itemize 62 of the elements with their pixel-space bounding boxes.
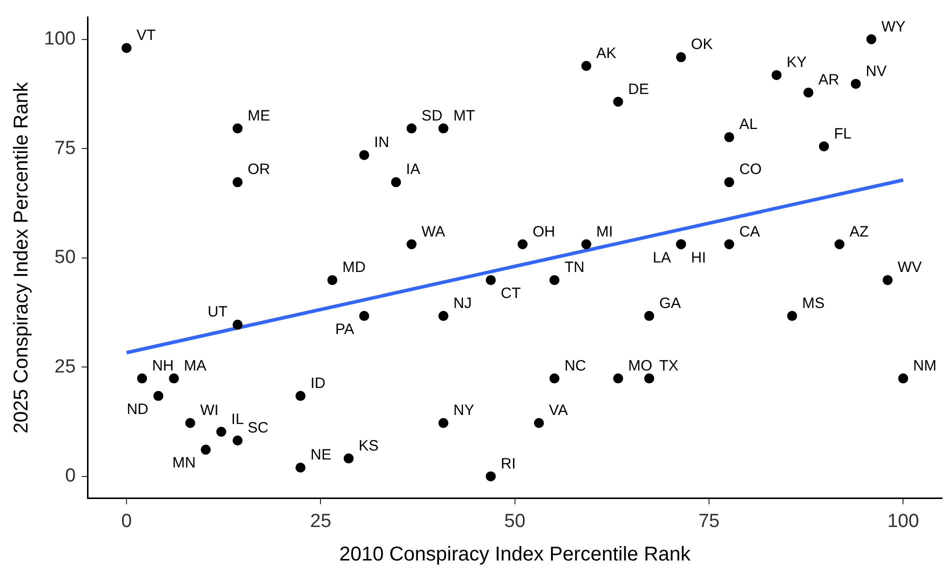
x-tick-label: 75 [698,510,720,532]
annotation: RI [500,455,516,472]
annotation: TN [564,259,584,276]
annotation: CA [739,223,760,240]
annotation: ME [248,107,270,124]
annotation: DE [628,80,649,98]
annotation: HI [691,249,706,266]
annotation: SD [422,107,443,124]
y-tick-label: 25 [54,356,76,378]
annotation: CO [739,161,762,178]
annotation: VT [136,26,156,44]
y-tick-label: 50 [54,247,76,268]
annotation: NJ [453,294,472,312]
annotation: TX [659,357,678,374]
annotation: OH [532,223,556,240]
y-tick-label: 100 [44,28,76,50]
annotation: NV [866,62,887,80]
annotation: MT [453,107,476,124]
y-tick-label: 0 [65,466,76,487]
annotation: ND [126,400,149,418]
annotation: ID [310,374,326,392]
annotation: WV [898,259,922,276]
annotation: IA [406,161,420,178]
annotation: NE [310,446,332,464]
annotation: KY [786,54,807,72]
annotation: IN [374,134,390,152]
annotation: OK [691,36,713,54]
x-tick-label: 25 [310,510,332,532]
annotation: AL [739,116,758,134]
annotation: MN [172,454,196,472]
y-axis-title: 2025 Conspiracy Index Percentile Rank [10,81,33,434]
annotation: KS [358,437,379,454]
annotation: AK [596,44,616,62]
y-tick-label: 75 [54,138,76,159]
annotation: OR [248,161,270,178]
annotation: SC [248,420,269,437]
annotation: AR [818,72,840,89]
x-tick-label: 0 [121,510,132,532]
annotation: MI [596,223,613,240]
x-tick-label: 50 [504,510,526,532]
annotation: NC [564,357,586,374]
annotation: GA [659,294,681,312]
annotation: WI [200,402,219,420]
annotation: LA [652,249,672,266]
annotation: NY [453,402,474,420]
annotation: AZ [849,223,869,240]
annotation: PA [335,320,354,338]
annotation: CT [500,285,521,302]
annotation: MO [628,357,652,374]
annotation: IL [231,410,244,428]
annotation: NM [913,357,936,374]
annotation: WY [881,18,906,36]
annotation: MS [802,294,825,312]
annotation: MA [184,357,206,374]
annotation: WA [422,223,446,240]
annotation: UT [208,304,228,321]
annotation: VA [548,402,568,420]
x-tick-label: 100 [887,510,920,532]
annotation: FL [834,125,852,142]
annotation: MD [342,259,366,276]
x-axis-title: 2010 Conspiracy Index Percentile Rank [339,544,692,566]
annotation: NH [152,357,174,374]
